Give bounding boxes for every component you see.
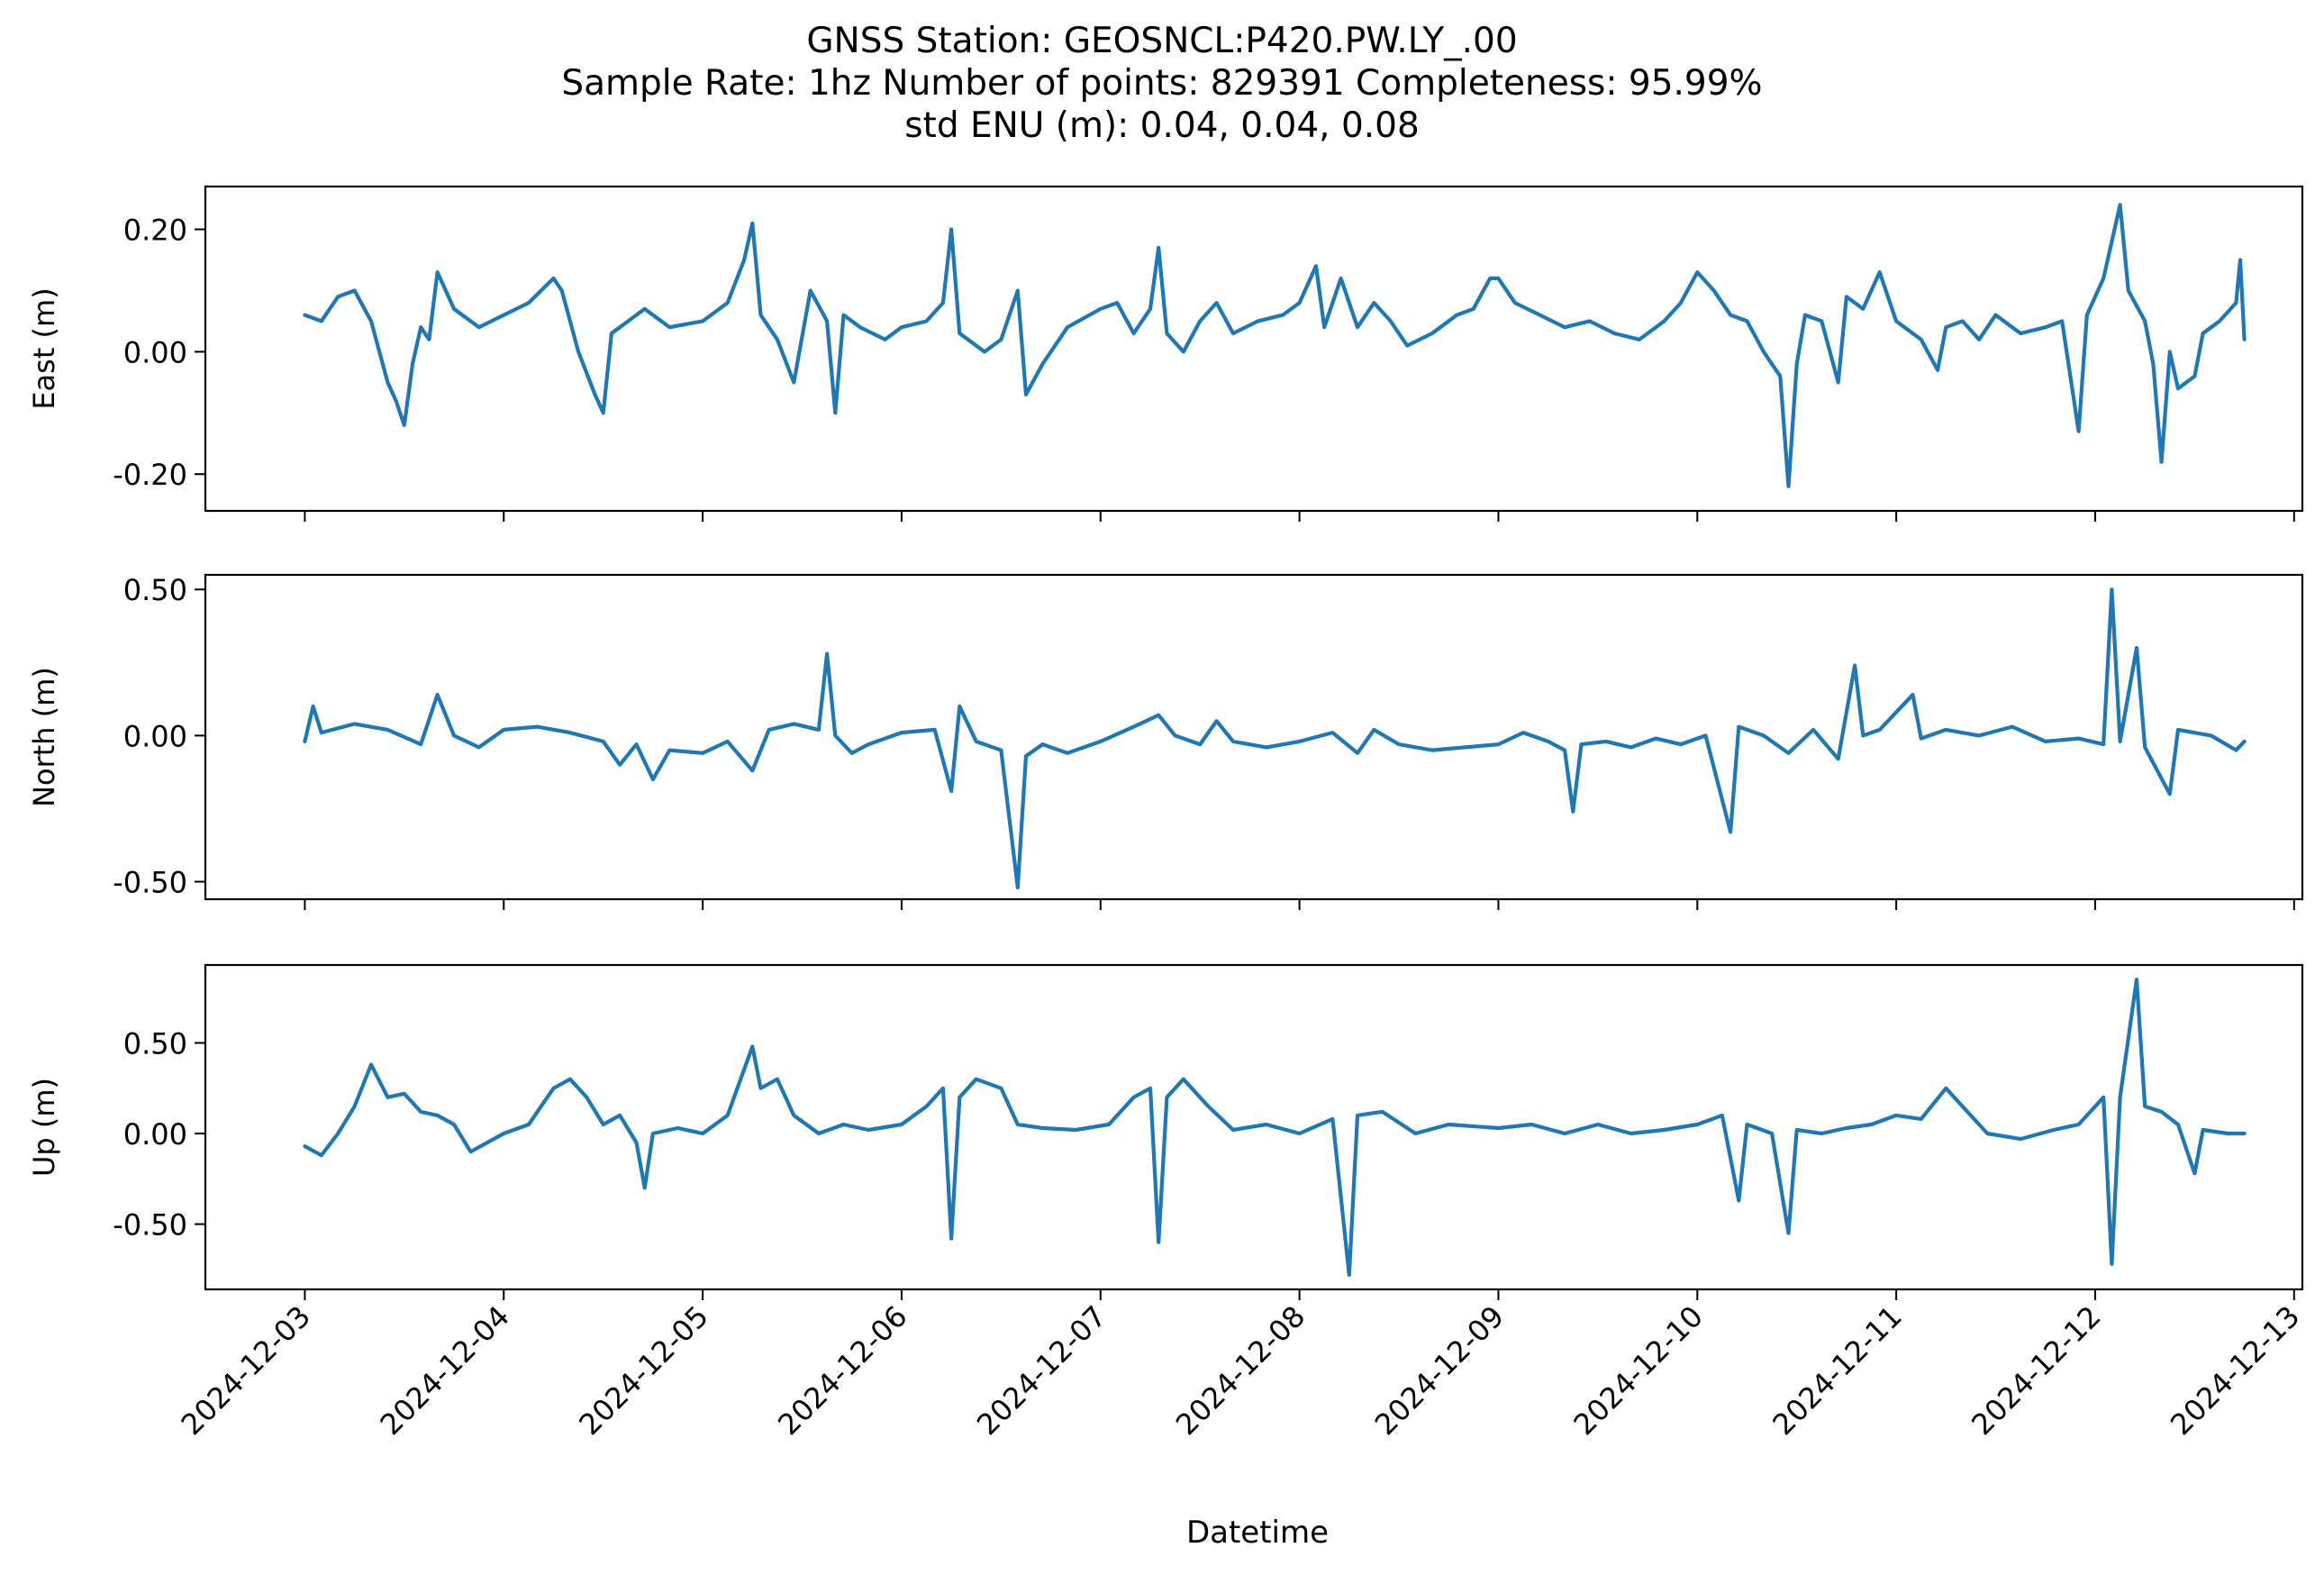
xtick-label: 2024-12-06 [771, 1299, 913, 1442]
up-ytick-label: 0.00 [123, 1117, 187, 1152]
xtick-label: 2024-12-11 [1766, 1299, 1908, 1442]
north-ylabel: North (m) [27, 667, 61, 807]
north-ytick-label: 0.50 [123, 573, 187, 607]
east-ytick-label: 0.00 [123, 335, 187, 369]
xtick-label: 2024-12-07 [970, 1299, 1112, 1442]
title-sample-info: Sample Rate: 1hz Number of points: 82939… [561, 63, 1763, 104]
figure-title: GNSS Station: GEOSNCL:P420.PW.LY_.00 Sam… [0, 20, 2324, 147]
east-ytick-label: 0.20 [123, 214, 187, 248]
east-ylabel: East (m) [27, 287, 61, 409]
xtick-label: 2024-12-13 [2164, 1299, 2306, 1442]
title-station: GNSS Station: GEOSNCL:P420.PW.LY_.00 [806, 21, 1518, 61]
up-series-line [303, 978, 2247, 1277]
xtick-label: 2024-12-03 [175, 1299, 317, 1442]
north-ytick-label: -0.50 [113, 866, 187, 900]
east-series-line [303, 203, 2247, 488]
up-ytick-label: 0.50 [123, 1026, 187, 1061]
up-ylabel: Up (m) [27, 1078, 61, 1177]
north-axes-frame [204, 573, 2304, 901]
xtick-label: 2024-12-04 [374, 1299, 516, 1442]
xlabel: Datetime [1186, 1515, 1329, 1551]
title-std-enu: std ENU (m): 0.04, 0.04, 0.08 [904, 105, 1420, 146]
up-ytick-label: -0.50 [113, 1208, 187, 1243]
xtick-label: 2024-12-08 [1169, 1299, 1312, 1442]
up-axes-frame [204, 963, 2304, 1291]
east-axes-frame [204, 185, 2304, 513]
xtick-label: 2024-12-12 [1965, 1299, 2107, 1442]
east-ytick-label: -0.20 [113, 458, 187, 492]
xtick-label: 2024-12-10 [1567, 1299, 1710, 1442]
north-series-line [303, 587, 2247, 890]
xtick-label: 2024-12-09 [1368, 1299, 1511, 1442]
xtick-label: 2024-12-05 [572, 1299, 714, 1442]
north-ytick-label: 0.00 [123, 719, 187, 753]
